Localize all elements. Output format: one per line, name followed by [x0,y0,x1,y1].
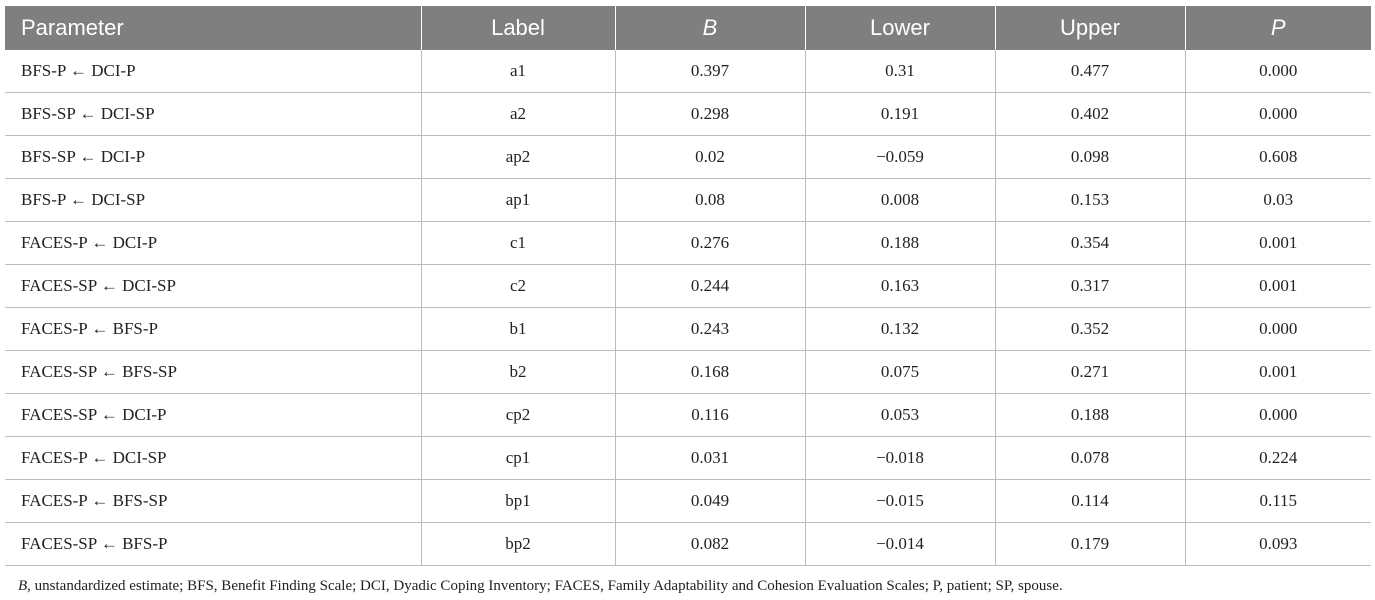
cell-upper: 0.179 [995,522,1186,566]
cell-lower: −0.018 [805,436,996,480]
cell-upper: 0.402 [995,92,1186,136]
cell-parameter: BFS-P ← DCI-P [5,50,422,93]
cell-p: 0.224 [1185,436,1371,480]
cell-parameter: BFS-P ← DCI-SP [5,178,422,222]
cell-p: 0.001 [1185,350,1371,394]
cell-lower: −0.014 [805,522,996,566]
table-header: Parameter Label B Lower Upper P [5,6,1371,50]
cell-lower: 0.132 [805,307,996,351]
cell-parameter: FACES-P ← DCI-SP [5,436,422,480]
cell-upper: 0.477 [995,50,1186,93]
cell-parameter: FACES-SP ← BFS-P [5,522,422,566]
cell-lower: −0.015 [805,479,996,523]
cell-b: 0.02 [615,135,806,179]
cell-b: 0.298 [615,92,806,136]
cell-b: 0.243 [615,307,806,351]
cell-label: b1 [421,307,616,351]
header-b: B [615,6,806,50]
cell-b: 0.397 [615,50,806,93]
table-row: BFS-P ← DCI-SP ap1 0.08 0.008 0.153 0.03 [5,178,1371,222]
cell-upper: 0.078 [995,436,1186,480]
header-row: Parameter Label B Lower Upper P [5,6,1371,50]
cell-parameter: FACES-P ← BFS-SP [5,479,422,523]
cell-label: a2 [421,92,616,136]
cell-label: b2 [421,350,616,394]
footnote-lead: B [18,578,28,594]
cell-upper: 0.271 [995,350,1186,394]
cell-p: 0.001 [1185,264,1371,308]
cell-lower: 0.053 [805,393,996,437]
cell-label: a1 [421,50,616,93]
cell-label: c1 [421,221,616,265]
cell-p: 0.608 [1185,135,1371,179]
table-row: FACES-P ← DCI-P c1 0.276 0.188 0.354 0.001 [5,221,1371,265]
cell-lower: 0.31 [805,50,996,93]
header-parameter: Parameter [5,6,422,50]
table-row: FACES-SP ← DCI-SP c2 0.244 0.163 0.317 0.001 [5,264,1371,308]
cell-upper: 0.354 [995,221,1186,265]
cell-lower: 0.191 [805,92,996,136]
header-lower: Lower [805,6,996,50]
cell-label: cp1 [421,436,616,480]
cell-parameter: FACES-SP ← DCI-SP [5,264,422,308]
cell-p: 0.000 [1185,92,1371,136]
cell-upper: 0.098 [995,135,1186,179]
cell-upper: 0.352 [995,307,1186,351]
table-row: FACES-P ← BFS-P b1 0.243 0.132 0.352 0.000 [5,307,1371,351]
cell-upper: 0.317 [995,264,1186,308]
cell-lower: 0.188 [805,221,996,265]
cell-parameter: FACES-P ← BFS-P [5,307,422,351]
cell-p: 0.000 [1185,307,1371,351]
footnote-text: , unstandardized estimate; BFS, Benefit … [27,578,1063,594]
table-row: FACES-SP ← BFS-P bp2 0.082 −0.014 0.179 0.093 [5,522,1371,566]
cell-upper: 0.114 [995,479,1186,523]
header-upper: Upper [995,6,1186,50]
header-p: P [1185,6,1371,50]
cell-label: c2 [421,264,616,308]
cell-b: 0.168 [615,350,806,394]
cell-p: 0.03 [1185,178,1371,222]
cell-lower: 0.008 [805,178,996,222]
table-body: BFS-P ← DCI-P a1 0.397 0.31 0.477 0.000 BFS-SP… [5,50,1371,566]
cell-b: 0.08 [615,178,806,222]
table-row: FACES-P ← BFS-SP bp1 0.049 −0.015 0.114 0.115 [5,479,1371,523]
cell-upper: 0.188 [995,393,1186,437]
cell-label: bp1 [421,479,616,523]
cell-parameter: FACES-SP ← BFS-SP [5,350,422,394]
table-row: BFS-P ← DCI-P a1 0.397 0.31 0.477 0.000 [5,50,1371,93]
table-row: FACES-P ← DCI-SP cp1 0.031 −0.018 0.078 0.224 [5,436,1371,480]
cell-b: 0.276 [615,221,806,265]
cell-parameter: FACES-SP ← DCI-P [5,393,422,437]
cell-parameter: FACES-P ← DCI-P [5,221,422,265]
table-row: FACES-SP ← BFS-SP b2 0.168 0.075 0.271 0.001 [5,350,1371,394]
results-table: Parameter Label B Lower Upper P BFS-P ← … [5,6,1371,566]
cell-parameter: BFS-SP ← DCI-P [5,135,422,179]
table-footnote: B, unstandardized estimate; BFS, Benefit… [18,578,1063,595]
cell-b: 0.116 [615,393,806,437]
cell-p: 0.000 [1185,393,1371,437]
cell-label: ap2 [421,135,616,179]
table-row: FACES-SP ← DCI-P cp2 0.116 0.053 0.188 0.000 [5,393,1371,437]
cell-b: 0.082 [615,522,806,566]
table-row: BFS-SP ← DCI-SP a2 0.298 0.191 0.402 0.000 [5,92,1371,136]
table-row: BFS-SP ← DCI-P ap2 0.02 −0.059 0.098 0.608 [5,135,1371,179]
cell-b: 0.049 [615,479,806,523]
cell-lower: 0.075 [805,350,996,394]
cell-lower: −0.059 [805,135,996,179]
cell-upper: 0.153 [995,178,1186,222]
cell-label: bp2 [421,522,616,566]
cell-b: 0.244 [615,264,806,308]
cell-parameter: BFS-SP ← DCI-SP [5,92,422,136]
cell-label: ap1 [421,178,616,222]
cell-p: 0.001 [1185,221,1371,265]
cell-p: 0.093 [1185,522,1371,566]
cell-p: 0.115 [1185,479,1371,523]
cell-label: cp2 [421,393,616,437]
cell-p: 0.000 [1185,50,1371,93]
cell-lower: 0.163 [805,264,996,308]
header-label: Label [421,6,616,50]
cell-b: 0.031 [615,436,806,480]
